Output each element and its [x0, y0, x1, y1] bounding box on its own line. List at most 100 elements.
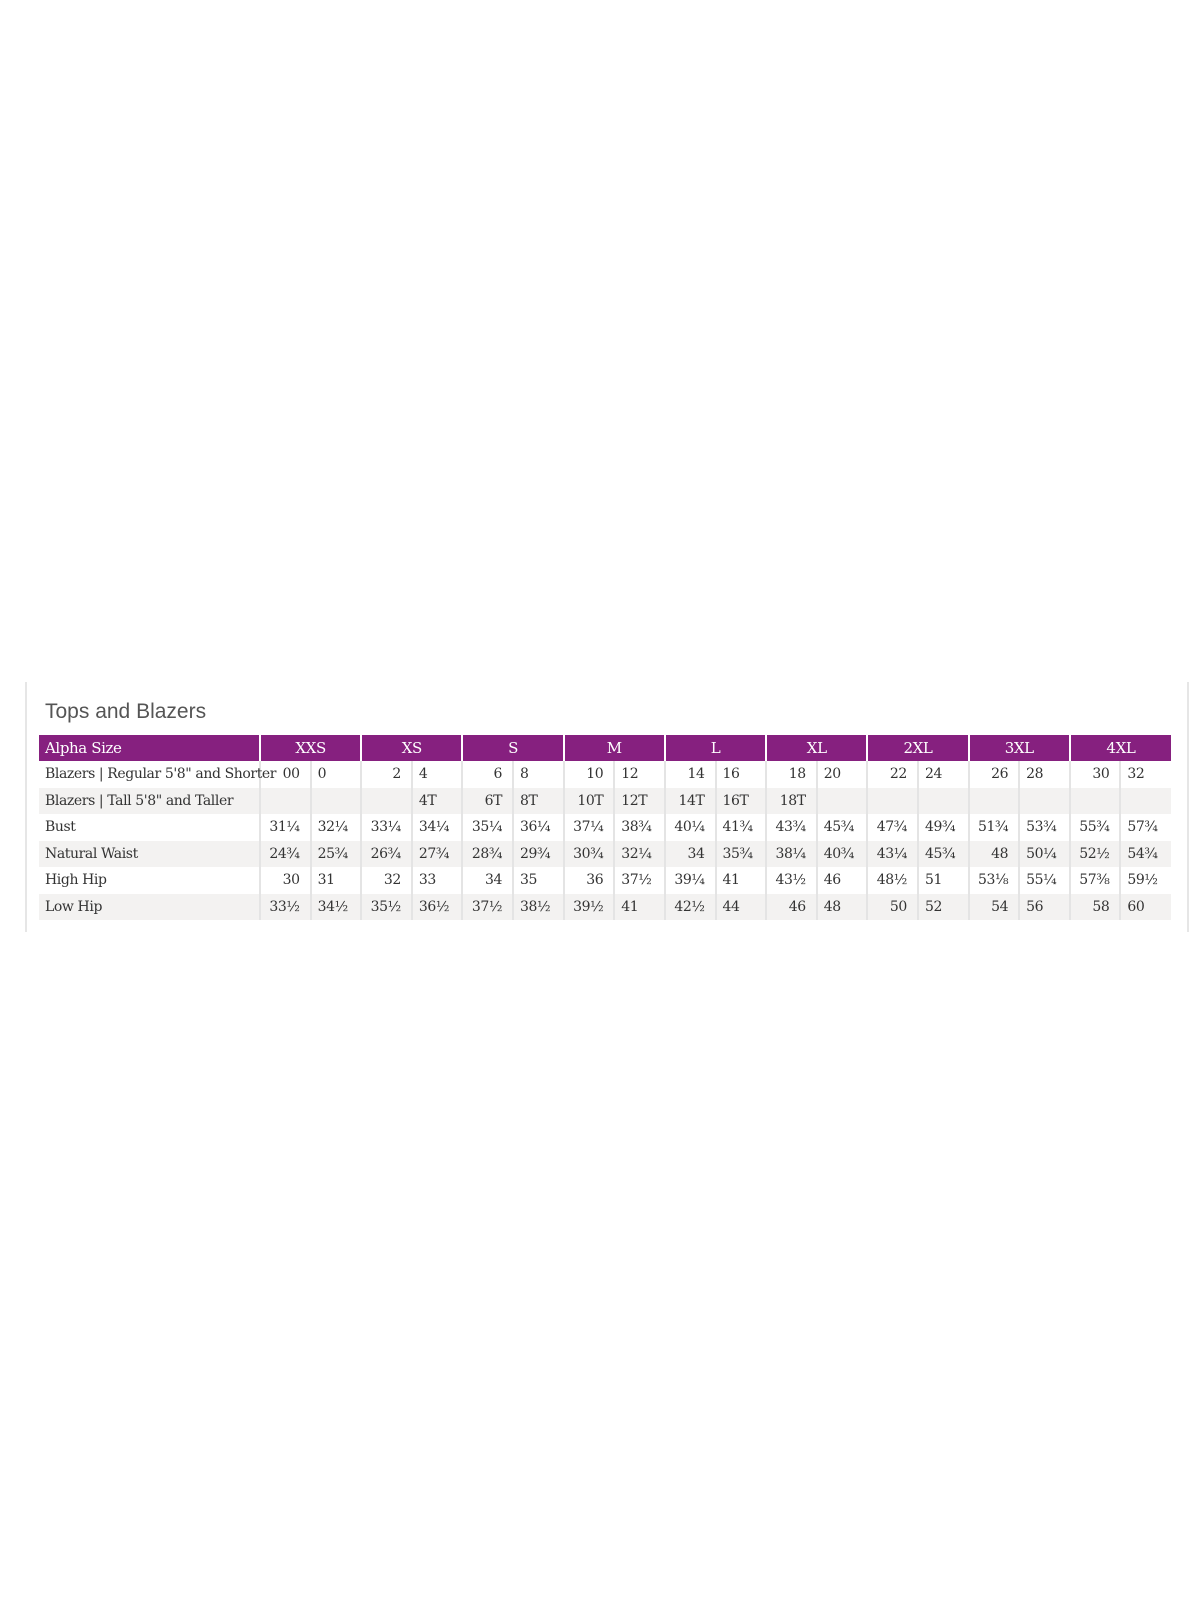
table-cell: 32¼: [309, 814, 362, 841]
table-cell: 10T: [562, 787, 615, 814]
table-cell: 35¼: [461, 814, 514, 841]
table-cell: 37½: [613, 867, 665, 894]
table-cell: 46: [765, 893, 817, 920]
table-cell: 40¼: [663, 814, 716, 841]
table-row: Blazers | Regular 5'8" and Shorter 00 0 2 4 6…: [39, 761, 1172, 788]
table-cell: 16T: [714, 787, 767, 814]
table-cell: 48: [815, 893, 868, 920]
table-cell: 51: [916, 867, 969, 894]
table-row: Natural Waist 24¾ 25¾ 26¾ 27¾ 28¾ 29¾ 30¾ 32¼ 34 3…: [39, 840, 1172, 867]
table-cell: 29¾: [512, 840, 564, 867]
table-cell: 34: [663, 840, 716, 867]
table-cell: 46: [815, 867, 868, 894]
header-size-xs: XS: [360, 735, 463, 761]
row-label: Natural Waist: [39, 840, 260, 867]
table-cell: 32: [1119, 761, 1172, 788]
table-cell: 41: [613, 893, 665, 920]
table-cell: [1018, 787, 1070, 814]
table-row: High Hip 30 31 32 33 34 35 36 37½ 39¼ 41 43½ 46 48½ 51…: [39, 867, 1172, 894]
table-cell: 4T: [410, 787, 463, 814]
header-size-2xl: 2XL: [866, 735, 969, 761]
table-cell: 39¼: [663, 867, 716, 894]
table-cell: 12T: [613, 787, 665, 814]
row-label: Blazers | Regular 5'8" and Shorter: [45, 766, 277, 783]
table-cell: 32¼: [613, 840, 665, 867]
table-cell: 59½: [1119, 867, 1172, 894]
table-cell: 2: [360, 761, 412, 788]
table-cell: 18: [765, 761, 817, 788]
table-cell: 48½: [866, 867, 918, 894]
table-cell: 52½: [1068, 840, 1121, 867]
header-size-m: M: [562, 735, 665, 761]
table-cell: 37½: [461, 893, 514, 920]
table-cell: 50: [866, 893, 918, 920]
table-cell: 55¼: [1018, 867, 1070, 894]
table-cell: 53⅛: [967, 867, 1020, 894]
table-cell: 41: [714, 867, 767, 894]
table-cell: 25¾: [309, 840, 362, 867]
header-size-3xl: 3XL: [967, 735, 1070, 761]
header-row: Alpha Size XXS XS S M L XL 2XL 3XL 4XL: [39, 735, 1172, 761]
table-row: Blazers | Tall 5'8" and Taller 4T 6T 8T 10T 1…: [39, 787, 1172, 814]
table-cell: 27¾: [410, 840, 463, 867]
table-cell: 35½: [360, 893, 412, 920]
table-cell: 28¾: [461, 840, 514, 867]
table-cell: 0: [309, 761, 362, 788]
table-cell: 6: [461, 761, 514, 788]
table-cell: 49¾: [916, 814, 969, 841]
size-chart-table: Alpha Size XXS XS S M L XL 2XL 3XL 4XL Blazers |…: [39, 735, 1172, 920]
table-cell: 16: [714, 761, 767, 788]
panel-frame: [25, 682, 1189, 932]
header-size-xxs: XXS: [258, 735, 362, 761]
table-cell: 47¾: [866, 814, 918, 841]
row-label: Bust: [45, 819, 76, 836]
table-cell: 60: [1119, 893, 1172, 920]
table-cell: 14T: [663, 787, 716, 814]
table-cell: [916, 787, 969, 814]
row-label: High Hip: [45, 872, 107, 889]
table-cell: 38¾: [613, 814, 665, 841]
table-cell: 50¼: [1018, 840, 1070, 867]
table-cell: [866, 787, 918, 814]
table-cell: 30: [259, 867, 311, 894]
table-cell: [967, 787, 1020, 814]
table-cell: 34½: [309, 893, 362, 920]
table-cell: 30¾: [562, 840, 615, 867]
table-cell: 35: [512, 867, 564, 894]
table-cell: 57¾: [1119, 814, 1172, 841]
header-size-s: S: [461, 735, 564, 761]
table-cell: 36¼: [512, 814, 564, 841]
table-cell: 24: [916, 761, 969, 788]
table-cell: 37¼: [562, 814, 615, 841]
table-cell: 55¾: [1068, 814, 1121, 841]
table-cell: 8T: [512, 787, 564, 814]
table-row: Low Hip 33½ 34½ 35½ 36½ 37½ 38½ 39½ 41 42½ 44 46 48 5…: [39, 893, 1172, 920]
table-cell: 31¼: [259, 814, 311, 841]
row-label: Low Hip: [39, 893, 260, 920]
table-cell: 45¾: [815, 814, 868, 841]
table-cell: 6T: [461, 787, 514, 814]
header-size-xl: XL: [765, 735, 868, 761]
table-cell: 53¾: [1018, 814, 1070, 841]
table-cell: [815, 787, 868, 814]
table-cell: 33: [410, 867, 463, 894]
table-cell: 54: [967, 893, 1020, 920]
header-label: Alpha Size: [39, 735, 260, 761]
header-size-4xl: 4XL: [1068, 735, 1172, 761]
table-cell: [360, 787, 412, 814]
table-cell: 38½: [512, 893, 564, 920]
table-cell: 56: [1018, 893, 1070, 920]
table-cell: 36½: [410, 893, 463, 920]
table-cell: 33¼: [360, 814, 412, 841]
table-cell: 44: [714, 893, 767, 920]
table-cell: 40¾: [815, 840, 868, 867]
table-cell: 43½: [765, 867, 817, 894]
table-cell: 26¾: [360, 840, 412, 867]
header-size-l: L: [663, 735, 767, 761]
table-cell: 34: [461, 867, 514, 894]
table-cell: 24¾: [259, 840, 311, 867]
table-cell: [1119, 787, 1172, 814]
table-cell: 32: [360, 867, 412, 894]
table-cell: 57⅜: [1068, 867, 1121, 894]
table-cell: 51¾: [967, 814, 1020, 841]
